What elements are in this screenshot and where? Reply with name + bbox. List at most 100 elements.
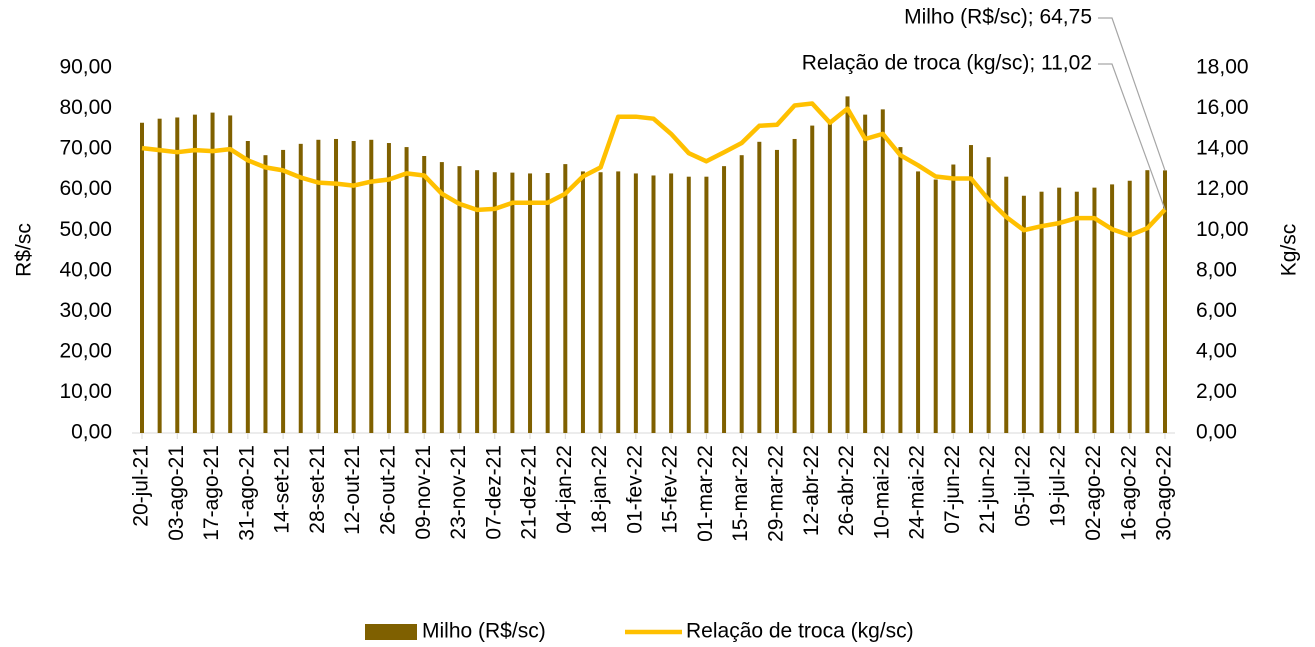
x-tick-label: 04-jan-22 <box>553 445 576 534</box>
y-axis-title: R$/sc <box>13 223 36 277</box>
x-tick-label: 28-set-21 <box>306 445 329 534</box>
bar <box>651 175 656 433</box>
y2-tick-label: 0,00 <box>1196 421 1237 444</box>
bar <box>1074 191 1079 433</box>
x-tick-label: 01-fev-22 <box>623 445 646 534</box>
bar <box>1145 170 1150 433</box>
y2-tick-label: 18,00 <box>1196 56 1249 79</box>
legend-swatch <box>365 624 417 640</box>
bar <box>774 149 779 433</box>
bar <box>1163 170 1167 433</box>
x-tick-label: 15-mar-22 <box>729 445 752 542</box>
x-tick-label: 12-out-21 <box>341 445 364 535</box>
bar <box>1021 195 1026 433</box>
y-tick-label: 10,00 <box>59 380 112 403</box>
y-tick-label: 70,00 <box>59 137 112 160</box>
x-tick-label: 09-nov-21 <box>412 445 435 540</box>
x-tick-label: 16-ago-22 <box>1117 445 1140 541</box>
annotation: Milho (R$/sc); 64,75 <box>904 6 1092 29</box>
bar <box>792 138 797 433</box>
bar <box>475 170 480 433</box>
bar <box>422 156 427 433</box>
bar <box>1039 191 1044 433</box>
bar <box>986 157 991 433</box>
bar <box>457 166 462 433</box>
x-tick-label: 02-ago-22 <box>1082 445 1105 541</box>
x-tick-label: 07-jun-22 <box>941 445 964 534</box>
bar <box>757 141 762 434</box>
bar <box>863 114 868 433</box>
bar <box>580 171 585 433</box>
y2-tick-label: 14,00 <box>1196 137 1249 160</box>
y-tick-label: 90,00 <box>59 56 112 79</box>
y2-tick-label: 16,00 <box>1196 96 1249 119</box>
y2-axis-title: Kg/sc <box>1278 224 1301 277</box>
annotation: Relação de troca (kg/sc); 11,02 <box>802 52 1092 75</box>
bar <box>316 139 321 434</box>
bar <box>598 172 603 433</box>
bar <box>739 155 744 433</box>
bar <box>210 112 215 433</box>
y2-tick-label: 10,00 <box>1196 218 1249 241</box>
bar <box>281 149 286 433</box>
bar <box>898 147 903 434</box>
bar <box>1092 187 1097 433</box>
x-tick-label: 19-jul-22 <box>1047 445 1070 527</box>
bar <box>298 143 303 434</box>
bar <box>386 143 391 433</box>
x-tick-label: 12-abr-22 <box>800 445 823 536</box>
y-tick-label: 20,00 <box>59 339 112 362</box>
bar <box>968 145 973 434</box>
bar <box>192 114 197 433</box>
x-tick-label: 17-ago-21 <box>200 445 223 541</box>
bar <box>439 162 444 434</box>
bar <box>827 120 832 433</box>
line <box>141 101 1167 238</box>
bar <box>334 138 339 433</box>
x-tick-label: 20-jul-21 <box>130 445 153 527</box>
legend-label: Milho (R$/sc) <box>422 620 546 643</box>
bar <box>563 164 568 433</box>
x-tick-label: 29-mar-22 <box>765 445 788 542</box>
bar <box>1127 180 1132 433</box>
bar <box>404 147 409 434</box>
x-tick-label: 18-jan-22 <box>588 445 611 534</box>
x-tick-label: 10-mai-22 <box>870 445 893 540</box>
bar <box>810 125 815 433</box>
bar <box>686 176 691 433</box>
bar <box>510 172 515 433</box>
bar <box>263 155 268 433</box>
x-tick-label: 26-abr-22 <box>835 445 858 536</box>
bar <box>722 166 727 433</box>
x-tick-label: 21-dez-21 <box>518 445 541 540</box>
bar <box>633 173 638 433</box>
bar <box>175 117 180 433</box>
bar <box>245 141 250 433</box>
leader-line <box>1098 63 1166 210</box>
bar <box>351 141 356 433</box>
bar <box>880 109 885 433</box>
bar <box>528 173 533 433</box>
x-tick-label: 07-dez-21 <box>482 445 505 540</box>
x-tick-label: 05-jul-22 <box>1011 445 1034 527</box>
y-tick-label: 80,00 <box>59 96 112 119</box>
legend-label: Relação de troca (kg/sc) <box>686 620 914 643</box>
x-tick-label: 30-ago-22 <box>1153 445 1176 541</box>
bar <box>845 96 850 433</box>
x-tick-label: 24-mai-22 <box>906 445 929 540</box>
bar <box>492 172 497 433</box>
y2-tick-label: 2,00 <box>1196 380 1237 403</box>
bar <box>228 115 233 433</box>
bar <box>933 179 938 433</box>
y2-tick-label: 12,00 <box>1196 177 1249 200</box>
bar <box>140 122 144 433</box>
bar <box>157 118 162 433</box>
bar <box>669 173 674 433</box>
bar <box>951 164 956 433</box>
x-tick-label: 14-set-21 <box>271 445 294 534</box>
leader-line <box>1098 17 1166 171</box>
bar <box>1110 184 1115 433</box>
bar <box>916 171 921 433</box>
x-tick-label: 01-mar-22 <box>694 445 717 542</box>
